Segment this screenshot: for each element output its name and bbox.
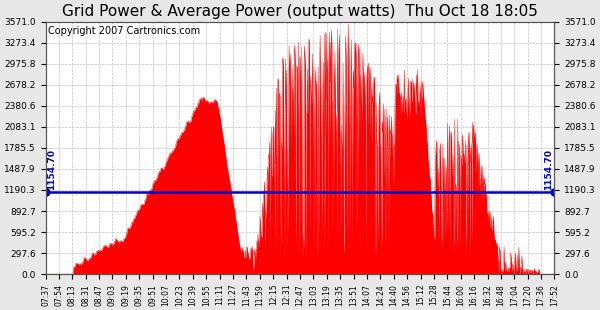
Title: Grid Power & Average Power (output watts)  Thu Oct 18 18:05: Grid Power & Average Power (output watts…: [62, 4, 538, 19]
Text: Copyright 2007 Cartronics.com: Copyright 2007 Cartronics.com: [48, 25, 200, 36]
Text: 1154.70: 1154.70: [47, 149, 56, 190]
Text: 1154.70: 1154.70: [544, 149, 553, 190]
